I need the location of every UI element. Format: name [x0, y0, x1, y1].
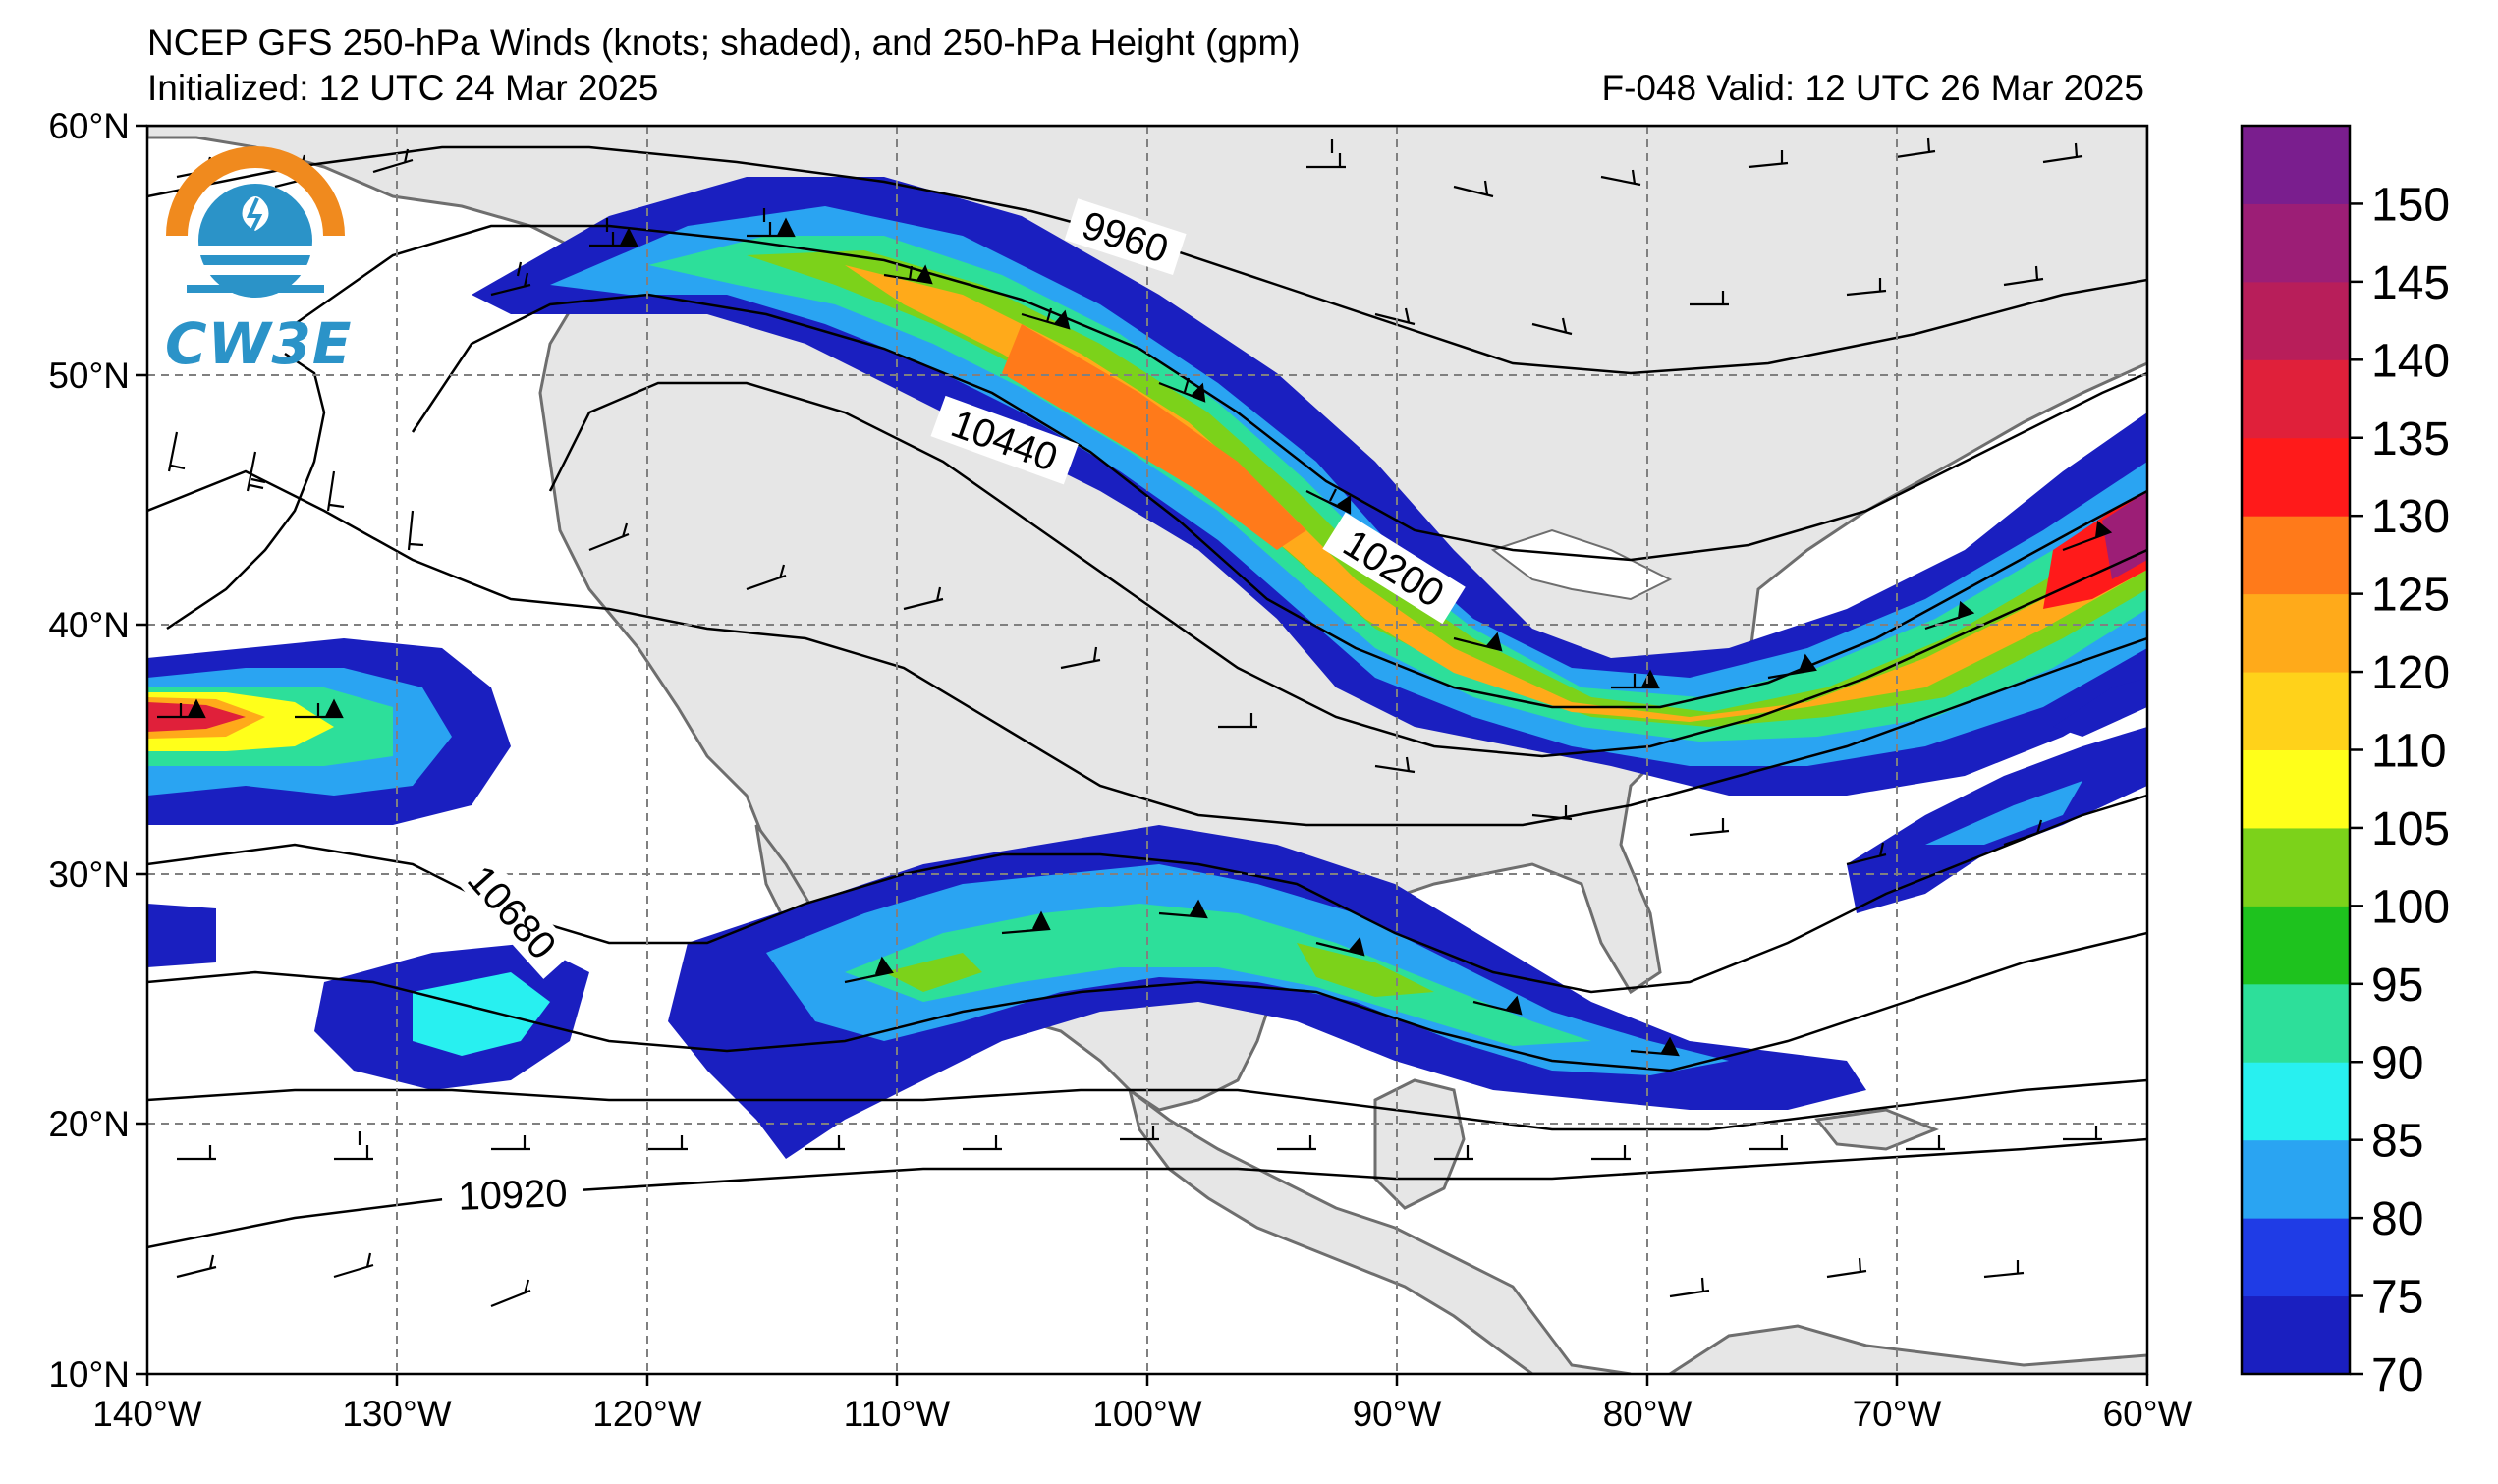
colorbar-tick-label: 150 [2371, 179, 2450, 231]
colorbar-tick-label: 90 [2371, 1037, 2423, 1089]
colorbar-swatch [2242, 281, 2350, 360]
lon-label-90: 90°W [1353, 1394, 1442, 1434]
colorbar-tick-label: 130 [2371, 491, 2450, 543]
initialized-time: Initialized: 12 UTC 24 Mar 2025 [147, 68, 659, 108]
cw3e-logo-icon [166, 146, 345, 298]
lat-label-30: 30°N [48, 854, 130, 895]
wind-barbs [157, 137, 2113, 1308]
lat-label-40: 40°N [48, 605, 130, 645]
colorbar-swatch [2242, 359, 2350, 439]
contour-10320 [548, 381, 2147, 758]
contour-pacific-low [166, 352, 326, 631]
colorbar-swatch [2242, 827, 2350, 907]
colorbar-tick-label: 100 [2371, 881, 2450, 933]
colorbar-swatch [2242, 1295, 2350, 1375]
colorbar-tick-label: 70 [2371, 1349, 2423, 1402]
lon-label-60: 60°W [2103, 1394, 2193, 1434]
lon-label-140: 140°W [92, 1394, 202, 1434]
colorbar-tick-label: 135 [2371, 413, 2450, 466]
colorbar-tick-label: 85 [2371, 1116, 2423, 1168]
contour-label-10920: 10920 [441, 1170, 584, 1219]
lon-label-70: 70°W [1853, 1394, 1942, 1434]
logo-text: CW3E [165, 310, 353, 377]
contour-10680 [147, 931, 2147, 1072]
lon-label-100: 100°W [1092, 1394, 1202, 1434]
colorbar-tick-label: 145 [2371, 257, 2450, 309]
great-lakes [1490, 528, 1673, 601]
colorbar-swatch [2242, 203, 2350, 283]
lat-label-50: 50°N [48, 356, 130, 396]
colorbar-tick-label: 125 [2371, 570, 2450, 622]
colorbar-tick-label: 75 [2371, 1272, 2423, 1324]
jet-shading-north [472, 177, 2147, 796]
colorbar-tick-label: 95 [2371, 960, 2423, 1012]
contour-10080 [294, 224, 2147, 562]
colorbar-tick-label: 105 [2371, 803, 2450, 855]
lat-label-20: 20°N [48, 1104, 130, 1144]
colorbar: 70 75 80 85 90 95 100 105 110 120 125 130 135 140 145 1… [2240, 124, 2450, 1402]
colorbar-swatch [2242, 906, 2350, 985]
valid-time: F-048 Valid: 12 UTC 26 Mar 2025 [1601, 68, 2144, 108]
colorbar-swatch [2242, 516, 2350, 595]
land-hispaniola [1814, 1108, 1940, 1151]
lon-label-80: 80°W [1603, 1394, 1693, 1434]
height-contours [147, 145, 2147, 1249]
barb-row-jet [157, 208, 2113, 719]
jet-shading-pacific [147, 638, 589, 1090]
contour-9960 [147, 145, 2147, 375]
cw3e-logo: CW3E [157, 137, 354, 377]
lat-labels: 60°N 50°N 40°N 30°N 20°N 10°N [48, 106, 130, 1395]
jet-shading-south [668, 825, 1866, 1159]
colorbar-swatch [2242, 672, 2350, 750]
colorbar-swatch [2242, 437, 2350, 517]
colorbar-swatch [2242, 593, 2350, 673]
lat-label-10: 10°N [48, 1354, 130, 1395]
contour-10440 [147, 469, 2147, 827]
colorbar-swatch [2242, 1139, 2350, 1219]
lon-label-120: 120°W [592, 1394, 702, 1434]
colorbar-swatch [2242, 749, 2350, 829]
colorbar-tick-label: 80 [2371, 1193, 2423, 1245]
colorbar-tick-label: 120 [2371, 647, 2450, 699]
lon-label-110: 110°W [844, 1394, 951, 1434]
barb-row-2 [490, 261, 2044, 336]
colorbar-tick-label: 110 [2371, 726, 2447, 778]
svg-text:10920: 10920 [458, 1172, 569, 1219]
axis-ticks [136, 124, 2149, 1386]
colorbar-swatch [2242, 1218, 2350, 1297]
jet-shading-atlantic [1847, 678, 2147, 913]
barb-row-subtropical [844, 899, 1680, 1057]
chart-title: NCEP GFS 250-hPa Winds (knots; shaded), … [147, 23, 1301, 63]
lat-label-60: 60°N [48, 106, 130, 146]
lon-label-130: 130°W [342, 1394, 452, 1434]
land-south-america [1667, 1324, 2147, 1374]
colorbar-swatch [2242, 983, 2350, 1063]
barb-row-south [167, 431, 2102, 1308]
colorbar-swatch [2242, 126, 2350, 204]
land-central-america [1127, 1086, 1632, 1374]
lon-labels: 140°W 130°W 120°W 110°W 100°W 90°W 80°W … [92, 1394, 2192, 1434]
contour-10800 [147, 1078, 2147, 1131]
colorbar-swatch [2242, 1062, 2350, 1141]
colorbar-tick-label: 140 [2371, 335, 2450, 387]
